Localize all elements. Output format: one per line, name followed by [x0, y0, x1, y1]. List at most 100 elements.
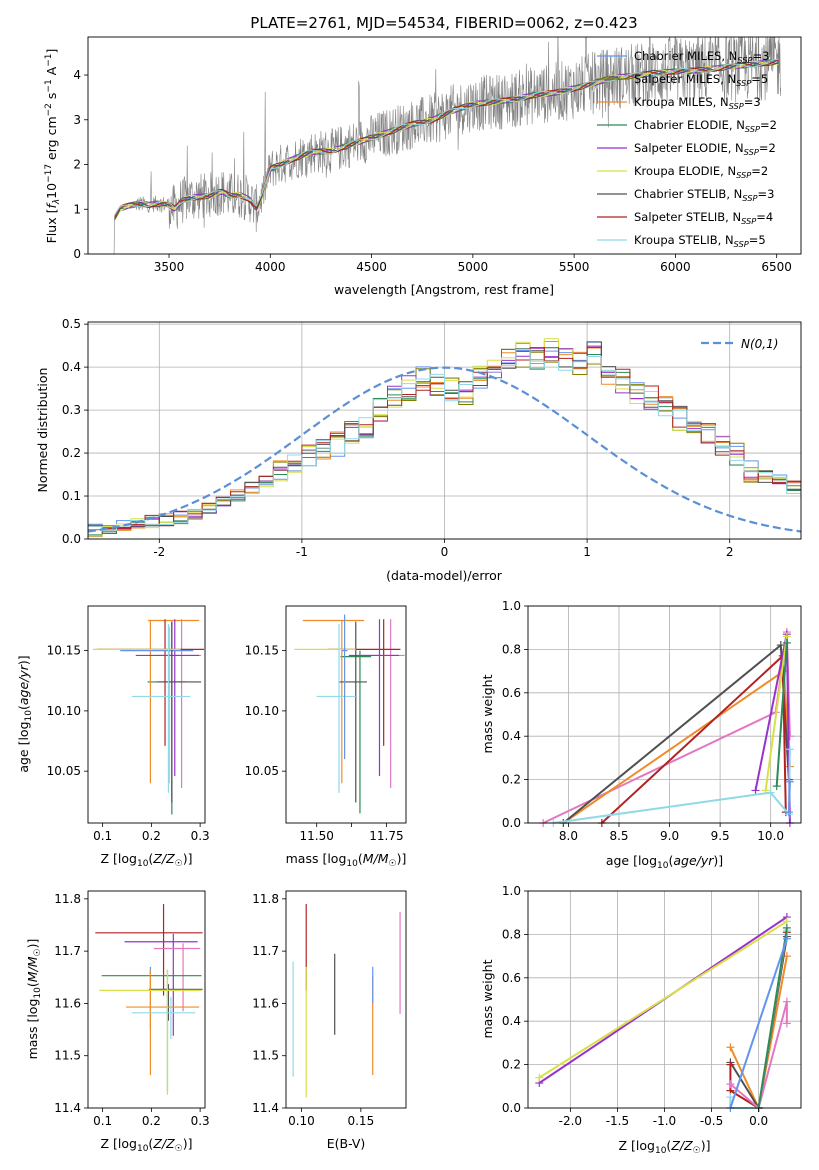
y-tick-label: 10.10 — [47, 704, 81, 718]
x-tick-label: 5500 — [559, 260, 590, 274]
label-part: N — [725, 233, 734, 247]
series-line — [729, 1000, 788, 1109]
error-bar — [148, 984, 203, 1021]
data-point-marker — [784, 808, 793, 817]
legend-entry: Chabrier ELODIE, NSSP=2 — [634, 118, 777, 134]
label-part: SSP — [729, 101, 744, 111]
x-axis-label: Z [log10(Z/Z☉)] — [101, 1136, 193, 1154]
label-part: ( — [148, 1136, 153, 1151]
label-part: ( — [668, 853, 673, 868]
error-bar — [157, 621, 202, 803]
label-part: SSP — [741, 216, 756, 226]
label-part: )] — [16, 655, 31, 665]
label-part: ☉ — [389, 859, 397, 869]
x-tick-label: 0.3 — [191, 1114, 210, 1128]
x-tick-label: 0.15 — [347, 1114, 374, 1128]
axes-frame — [87, 890, 206, 1109]
histogram-plot — [88, 338, 801, 538]
label-part: Z/Z — [152, 1136, 175, 1151]
error-bar — [153, 943, 201, 1012]
x-tick-label: 4500 — [356, 260, 387, 274]
label-part: SSP — [745, 124, 760, 134]
histogram-series — [88, 338, 801, 538]
x-tick-label: -2.0 — [559, 1114, 582, 1128]
data-point-marker — [785, 745, 794, 754]
data-point-marker — [785, 777, 794, 786]
label-part: =2 — [751, 164, 768, 178]
x-tick-label: 8.0 — [559, 829, 578, 843]
x-tick-label: 0.2 — [142, 1114, 161, 1128]
label-part: Salpeter MILES, — [634, 72, 727, 86]
label-part: −1 — [44, 79, 54, 92]
y-tick-label: 11.8 — [54, 892, 81, 906]
error-bar — [316, 624, 356, 793]
axes-age-vs-mass: 11.50 11.75 10.05 10.10 10.15 mass [log10(M/M… — [245, 605, 407, 869]
y-tick-label: 0.4 — [62, 360, 81, 374]
label-part: Z/Z — [670, 1138, 693, 1153]
label-part: SSP — [737, 55, 752, 65]
data-point-marker — [782, 997, 791, 1006]
x-tick-label: 0.1 — [93, 829, 112, 843]
histogram-series — [88, 348, 801, 532]
y-tick-label: 4 — [73, 68, 81, 82]
y-tick-label: 10.05 — [47, 764, 81, 778]
legend-entry: N(0,1) — [741, 337, 778, 351]
x-tick-label: -1.0 — [653, 1114, 676, 1128]
label-part: N — [734, 187, 743, 201]
axes-frame — [527, 605, 802, 824]
label-part: N — [727, 72, 736, 86]
label-part: mass [log — [25, 999, 40, 1060]
y-axis-label: mass weight — [480, 959, 495, 1038]
error-bar — [124, 933, 198, 1036]
y-tick-label: 1.0 — [502, 599, 521, 613]
error-bar — [348, 619, 400, 776]
x-tick-label: 8.5 — [609, 829, 628, 843]
label-part: mass [log — [286, 851, 347, 866]
histogram-series — [88, 341, 801, 538]
x-axis-label: wavelength [Angstrom, rest frame] — [334, 282, 554, 297]
label-part: =5 — [751, 72, 768, 86]
histogram-series — [88, 348, 801, 531]
data-point-marker — [535, 1073, 544, 1082]
x-tick-label: -2 — [153, 545, 165, 559]
series-line — [601, 654, 787, 824]
label-part: Chabrier STELIB, — [634, 187, 734, 201]
label-part: )] — [701, 1138, 711, 1153]
label-part: SSP — [744, 147, 759, 157]
x-tick-label: 1 — [583, 545, 591, 559]
label-part: 10 — [657, 861, 669, 871]
label-part: SSP — [734, 239, 749, 249]
label-part: M/M — [363, 851, 389, 866]
x-tick-label: 0.3 — [191, 829, 210, 843]
label-part: ☉ — [33, 948, 43, 956]
x-tick-label: 9.5 — [711, 829, 730, 843]
label-part: ( — [16, 705, 31, 710]
axes-frame — [285, 605, 407, 824]
label-part: Z [log — [101, 851, 137, 866]
error-bar — [126, 970, 200, 1076]
legend-entry: Salpeter STELIB, NSSP=4 — [634, 210, 773, 226]
x-tick-label: 4000 — [255, 260, 286, 274]
label-part: s — [44, 93, 59, 104]
x-axis-label: E(B-V) — [327, 1136, 366, 1151]
y-axis-label: mass weight — [480, 674, 495, 753]
x-tick-label: 0.10 — [288, 1114, 315, 1128]
axes-residuals: N(0,1) -2 -1 0 1 2 0.0 0.1 0.2 0.3 0.4 0.5 (data-mod… — [35, 317, 802, 583]
label-part: =3 — [752, 49, 769, 63]
label-part: N — [736, 118, 745, 132]
data-point-marker — [766, 788, 775, 797]
label-part: M/M — [25, 956, 40, 982]
axes-mass-vs-EBV: 0.10 0.15 11.4 11.5 11.6 11.7 11.8 E(B-V) — [252, 890, 407, 1151]
series-line — [562, 670, 791, 824]
x-axis-label: Z [log10(Z/Z☉)] — [619, 1138, 711, 1156]
y-axis-label: mass [log10(M/M☉)] — [25, 939, 43, 1060]
x-axis-label: age [log10(age/yr)] — [606, 853, 723, 871]
label-part: )] — [713, 853, 723, 868]
y-tick-label: 11.8 — [252, 892, 279, 906]
data-point-marker — [782, 923, 791, 932]
label-part: SSP — [736, 170, 751, 180]
data-point-marker — [751, 786, 760, 795]
data-point-marker — [726, 1060, 735, 1069]
